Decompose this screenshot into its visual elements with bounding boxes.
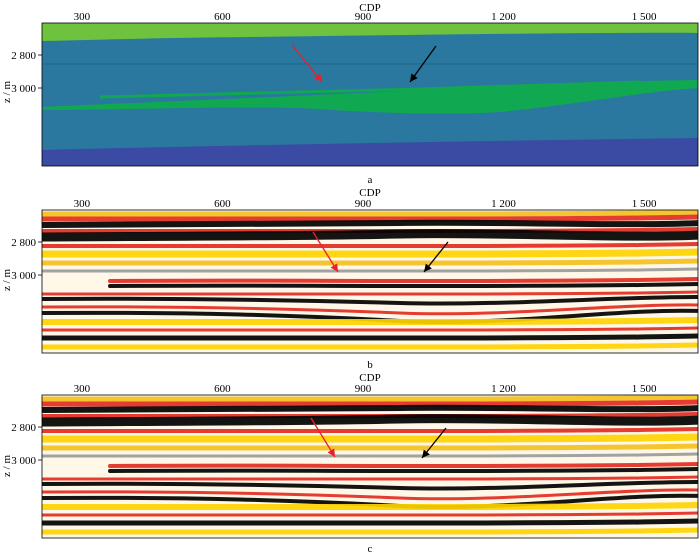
plot-frame-c: [41, 394, 699, 539]
seismic-reflector: [42, 317, 698, 326]
seismic-reflector: [42, 267, 698, 273]
black-arrow-c: [421, 427, 447, 459]
x-axis-title-c: CDP: [359, 372, 380, 384]
seismic-reflector: [42, 502, 698, 511]
seismic-image-c: [42, 395, 698, 538]
y-tick-labels-a: 2 800 3 000: [11, 50, 42, 95]
x-tick-label: 600: [214, 198, 231, 210]
seismic-image-b: [42, 210, 698, 353]
seismic-reflector: [42, 258, 698, 266]
y-tick-label: 3 000: [11, 455, 36, 467]
seismic-reflector: [42, 475, 698, 481]
x-tick-label: 1 200: [491, 198, 516, 210]
y-axis-title-b: z / m: [1, 269, 13, 291]
y-axis-title-c: z / m: [1, 455, 13, 477]
x-tick-label: 900: [355, 383, 372, 395]
seismic-reflector: [42, 395, 698, 402]
seismic-reflector: [42, 527, 698, 535]
seismic-reflector: [42, 399, 698, 407]
seismic-reflector: [42, 242, 698, 249]
y-tick-label: 2 800: [11, 50, 36, 62]
seismic-reflector: [42, 443, 698, 451]
panel-b: CDP 300 600 900 1 200 1 500 2 800 3 000 z / m…: [1, 187, 699, 371]
black-arrow-b: [423, 241, 449, 273]
seismic-reflector: [42, 229, 698, 242]
seismic-reflector: [42, 480, 698, 491]
y-tick-label: 3 000: [11, 83, 36, 95]
red-arrow-b: [312, 231, 339, 273]
seismic-reflector: [108, 467, 698, 474]
red-arrow-a: [291, 44, 323, 83]
x-tick-label: 600: [214, 383, 231, 395]
panel-label-c: c: [368, 543, 373, 555]
seismic-reflector: [42, 427, 698, 434]
panel-label-b: b: [367, 359, 373, 371]
seismic-reflector: [42, 511, 698, 517]
seismic-reflector: [42, 290, 698, 296]
x-tick-label: 300: [74, 198, 91, 210]
plot-frame-a: [41, 22, 699, 167]
panel-a: CDP 300 600 900 1 200 1 500 2 800 3 000 z / m…: [1, 2, 699, 186]
y-tick-label: 2 800: [11, 237, 36, 249]
x-tick-label: 1 500: [632, 383, 657, 395]
seismic-reflector: [42, 303, 698, 316]
seismic-reflector: [42, 488, 698, 501]
seismic-reflector: [42, 210, 698, 217]
x-tick-label: 1 200: [491, 11, 516, 23]
x-tick-label: 1 500: [632, 198, 657, 210]
x-tick-labels-c: 300 600 900 1 200 1 500: [74, 383, 657, 399]
x-tick-labels-b: 300 600 900 1 200 1 500: [74, 198, 657, 214]
velocity-model-image: [42, 23, 698, 166]
seismic-reflector: [42, 404, 698, 413]
black-arrow-a: [409, 45, 437, 83]
seismic-reflector: [42, 248, 698, 258]
panel-label-a: a: [368, 174, 373, 186]
seismic-reflector: [42, 452, 698, 458]
x-tick-label: 900: [355, 198, 372, 210]
x-axis-title-b: CDP: [359, 187, 380, 199]
y-tick-label: 3 000: [11, 270, 36, 282]
seismic-reflector: [42, 518, 698, 526]
panel-c: CDP 300 600 900 1 200 1 500 2 800 3 000 z / m…: [1, 372, 699, 555]
y-tick-label: 2 800: [11, 422, 36, 434]
seismic-reflector: [108, 277, 698, 284]
seismic-reflector: [108, 282, 698, 289]
x-tick-label: 1 500: [632, 11, 657, 23]
x-tick-label: 900: [355, 11, 372, 23]
x-tick-label: 600: [214, 11, 231, 23]
seismic-reflector: [42, 433, 698, 443]
seismic-reflector: [42, 214, 698, 222]
red-arrow-c: [310, 417, 336, 458]
plot-frame-b: [41, 209, 699, 354]
seismic-reflector: [42, 295, 698, 306]
x-axis-title: CDP: [359, 2, 380, 14]
seismic-reflector: [42, 342, 698, 350]
seismic-reflector: [42, 219, 698, 228]
seismic-reflector: [42, 326, 698, 332]
x-tick-label: 300: [74, 383, 91, 395]
seismic-reflector: [42, 333, 698, 341]
x-tick-label: 300: [74, 11, 91, 23]
y-tick-labels-b: 2 800 3 000: [11, 237, 42, 282]
y-tick-labels-c: 2 800 3 000: [11, 422, 42, 467]
x-tick-label: 1 200: [491, 383, 516, 395]
y-axis-title: z / m: [1, 81, 13, 103]
seismic-reflector: [42, 414, 698, 427]
seismic-reflector: [108, 462, 698, 469]
